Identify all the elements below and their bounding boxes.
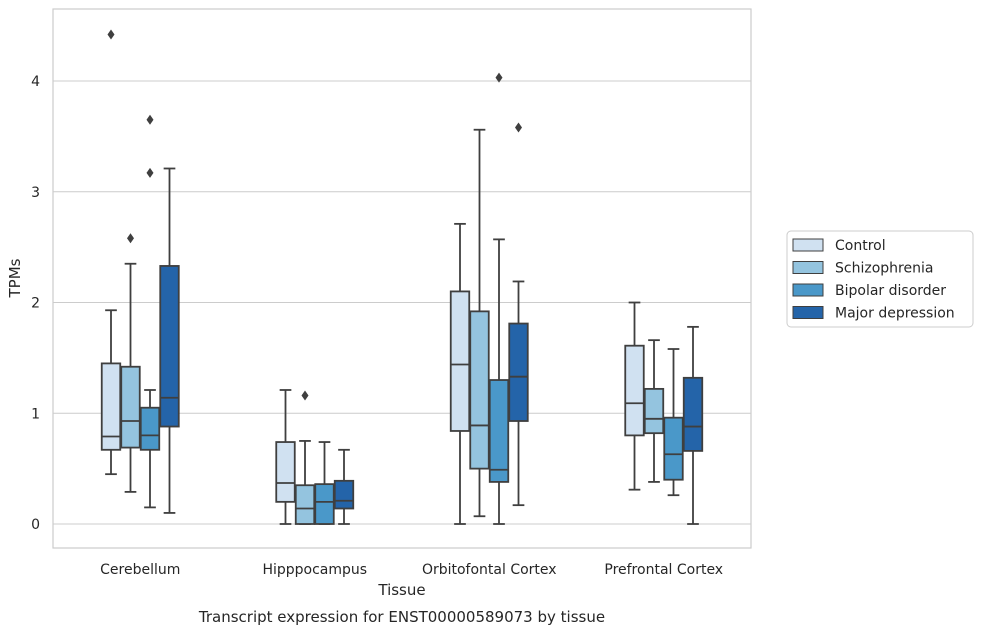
x-tick-label: Hipppocampus (262, 562, 367, 578)
box-iqr (682, 376, 704, 452)
y-tick-label: 4 (31, 74, 40, 90)
box-major-depression (159, 167, 180, 514)
legend-label: Control (835, 238, 886, 254)
box-major-depression (333, 448, 355, 525)
x-tick-label: Prefrontal Cortex (604, 562, 723, 578)
box-schizophrenia (469, 128, 490, 518)
box-iqr (469, 310, 490, 470)
box-iqr (100, 362, 122, 451)
box-iqr (663, 416, 684, 481)
legend-swatch (792, 261, 824, 274)
box-iqr (488, 379, 510, 483)
box-iqr (449, 290, 471, 432)
y-tick-labels: 0 1 2 3 4 (31, 74, 40, 533)
chart-caption: Transcript expression for ENST0000058907… (198, 608, 605, 626)
outlier-point (146, 167, 154, 178)
box-schizophrenia (294, 390, 316, 525)
x-axis-label: Tissue (377, 581, 425, 599)
outlier-point (146, 114, 154, 125)
legend-label: Bipolar disorder (835, 283, 946, 299)
legend-label: Schizophrenia (835, 261, 933, 277)
outlier-point (301, 390, 309, 401)
y-tick-label: 2 (31, 296, 40, 312)
box-bipolar-disorder (139, 114, 161, 509)
plot-frame (52, 8, 752, 549)
box-iqr (508, 322, 529, 422)
legend-label: Major depression (835, 306, 955, 322)
x-tick-labels: Cerebellum Hipppocampus Orbitofontal Corte… (100, 562, 723, 578)
legend-frame (786, 230, 974, 328)
box-iqr (643, 387, 665, 435)
box-schizophrenia (120, 233, 141, 493)
box-iqr (294, 484, 316, 525)
box-major-depression (508, 122, 529, 507)
legend-swatch (792, 306, 824, 319)
box-iqr (275, 441, 296, 503)
x-tick-label: Cerebellum (100, 562, 180, 578)
box-iqr (333, 479, 355, 510)
box-bipolar-disorder (314, 441, 335, 525)
y-axis-label: TPMs (6, 258, 24, 298)
boxes-layer (100, 29, 704, 525)
legend: Control Schizophrenia Bipolar disorder Majo… (786, 230, 974, 328)
box-bipolar-disorder (663, 348, 684, 497)
y-tick-label: 1 (31, 406, 40, 422)
box-iqr (624, 344, 645, 437)
box-major-depression (682, 325, 704, 525)
box-bipolar-disorder (488, 72, 510, 525)
box-control (100, 29, 122, 476)
box-iqr (314, 483, 335, 525)
box-schizophrenia (643, 339, 665, 483)
x-tick-label: Orbitofontal Cortex (422, 562, 557, 578)
outlier-point (107, 29, 115, 40)
outlier-point (515, 122, 522, 133)
box-control (624, 301, 645, 491)
grid-lines (53, 80, 751, 525)
legend-swatch (792, 238, 824, 252)
box-iqr (159, 265, 180, 428)
box-iqr (139, 406, 161, 451)
legend-swatch (792, 283, 824, 297)
y-tick-label: 3 (31, 185, 40, 201)
y-tick-label: 0 (31, 517, 40, 533)
box-control (275, 389, 296, 525)
outlier-point (495, 72, 503, 83)
box-control (449, 222, 471, 525)
box-iqr (120, 365, 141, 449)
outlier-point (127, 233, 134, 244)
